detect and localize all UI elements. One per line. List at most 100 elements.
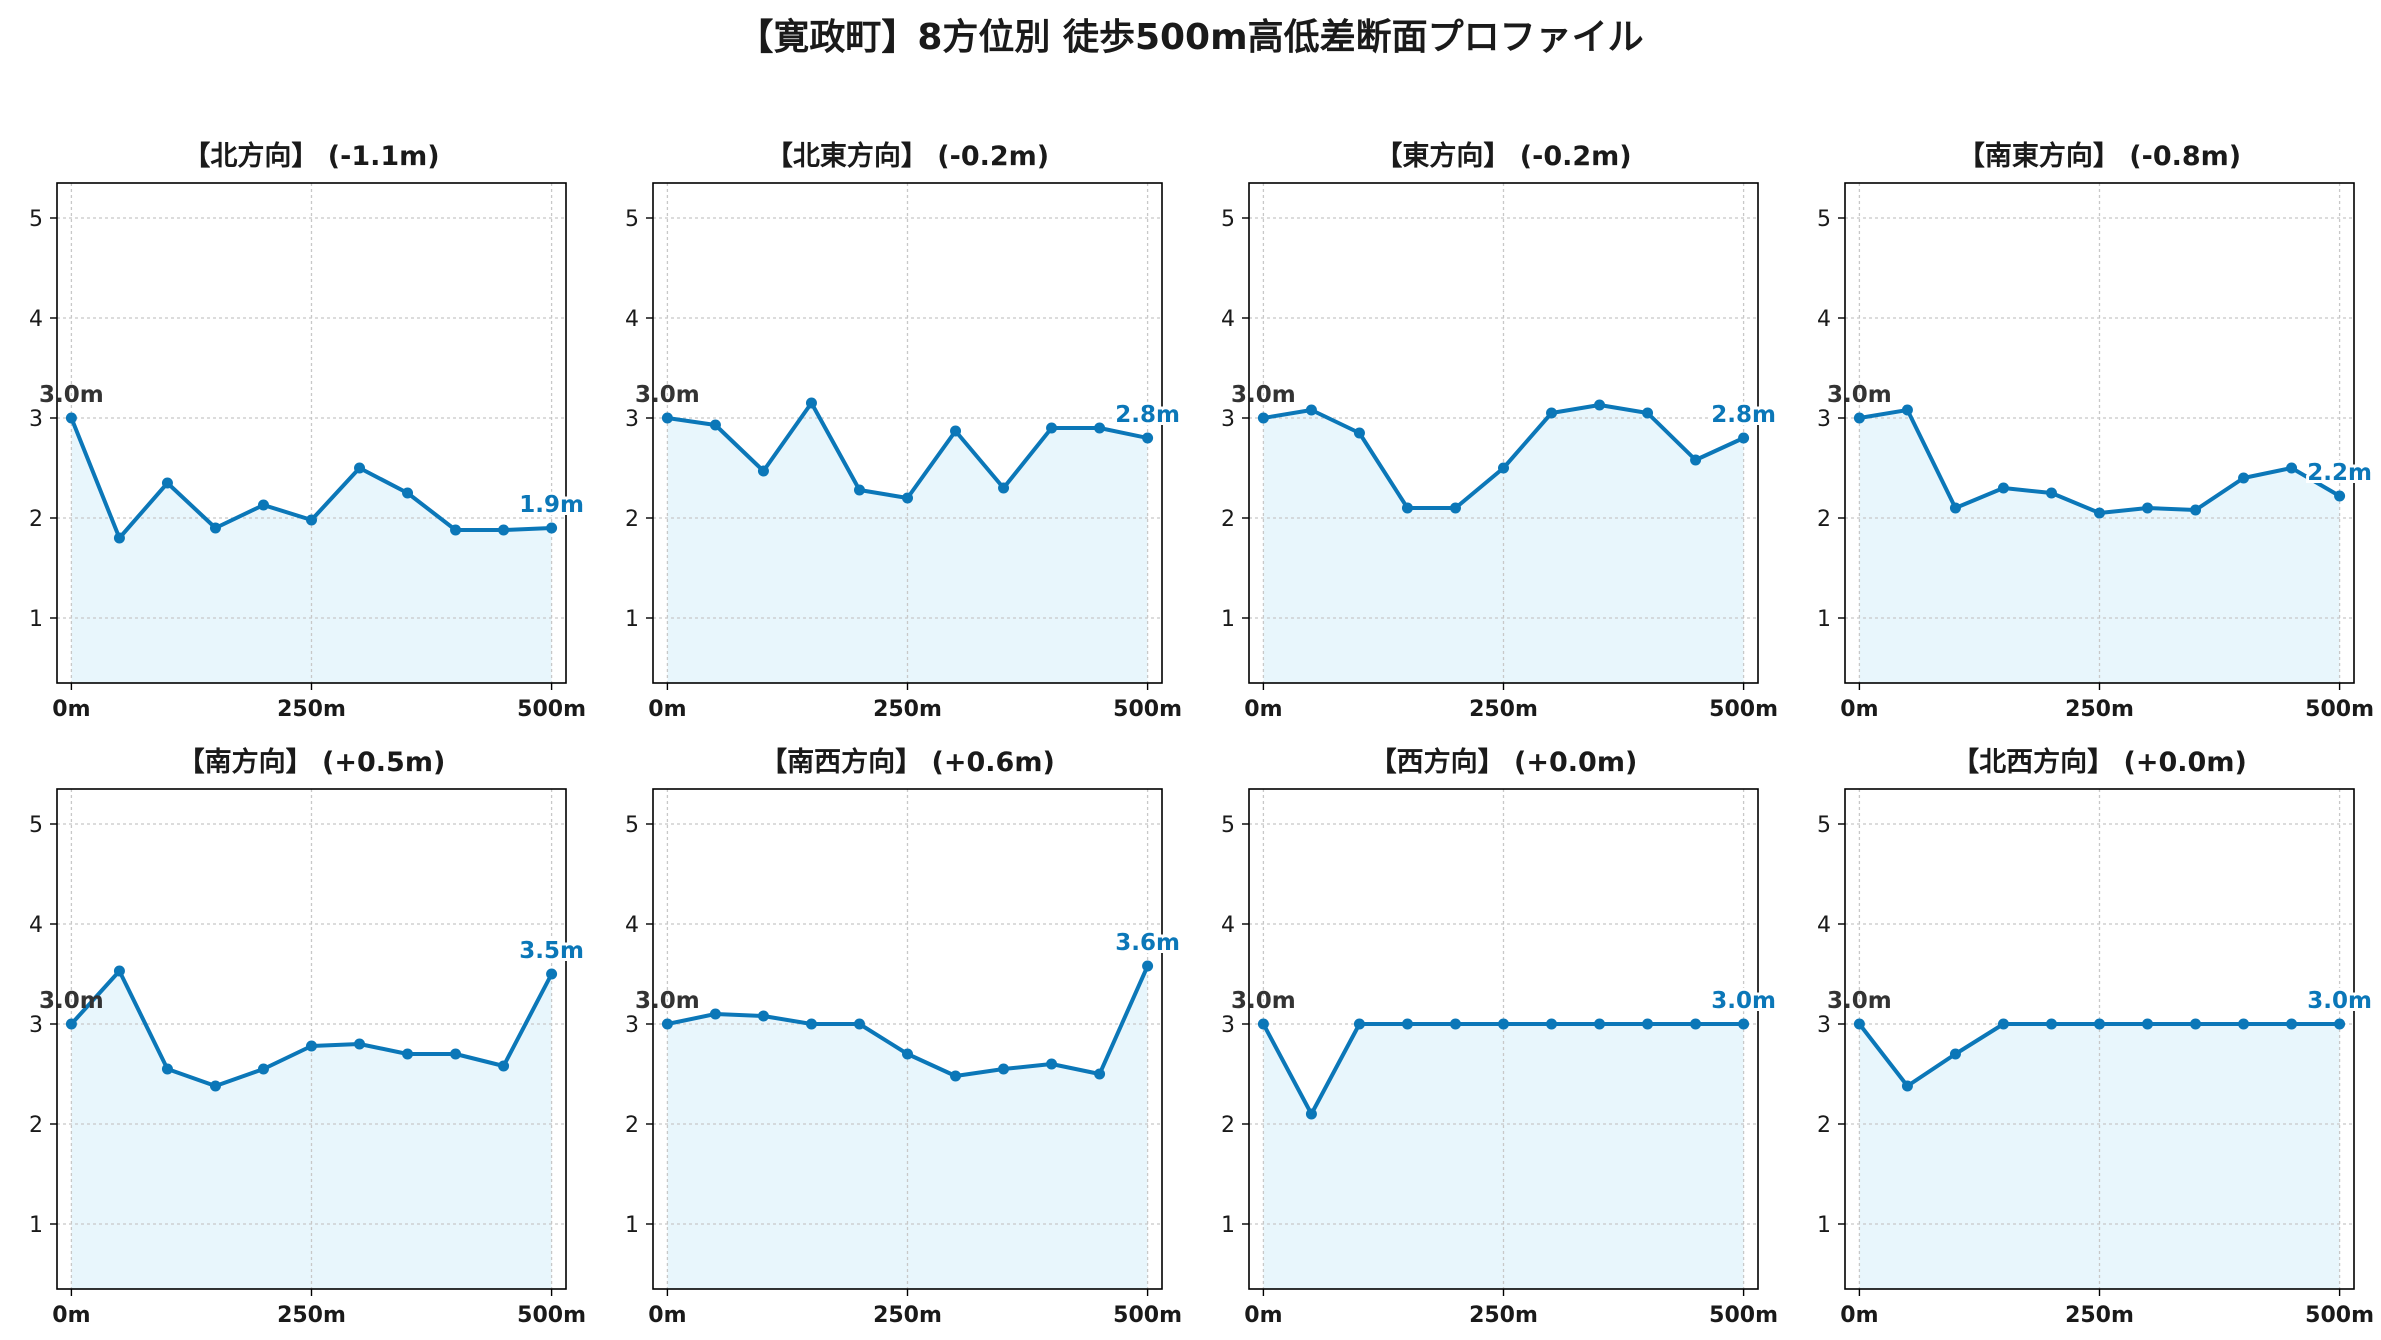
data-point	[354, 462, 366, 474]
data-point	[1094, 1068, 1106, 1080]
x-tick-label: 500m	[2305, 1303, 2374, 1328]
x-tick-label: 250m	[873, 697, 942, 722]
chart-panel: 【南方向】 (+0.5m) 1 2 3 4 5 0m 250m 500m 3.0m 3.5m	[29, 746, 587, 1328]
data-point	[1594, 399, 1606, 411]
data-point	[402, 1048, 414, 1060]
x-tick-label: 0m	[52, 1303, 90, 1328]
end-value-label: 3.6m	[1115, 930, 1180, 956]
chart-title: 【南東方向】 (-0.8m)	[1958, 140, 2241, 172]
y-tick-label: 2	[625, 507, 639, 532]
data-point	[498, 1060, 510, 1072]
start-value-label: 3.0m	[1231, 988, 1296, 1014]
x-tick-label: 250m	[1469, 697, 1538, 722]
data-point	[757, 465, 769, 477]
x-tick-label: 500m	[1709, 1303, 1778, 1328]
y-tick-label: 2	[1221, 1113, 1235, 1138]
data-point	[2286, 462, 2298, 474]
y-tick-label: 4	[29, 913, 43, 938]
chart-title: 【北方向】 (-1.1m)	[183, 140, 439, 172]
data-point	[1353, 1018, 1365, 1030]
chart-panel: 【北方向】 (-1.1m) 1 2 3 4 5 0m 250m 500m 3.0m 1.9m	[29, 140, 587, 722]
y-tick-label: 1	[1817, 1213, 1831, 1238]
data-point	[306, 514, 317, 526]
data-point	[2238, 1018, 2250, 1030]
data-point	[853, 1018, 865, 1030]
chart-title: 【南方向】 (+0.5m)	[178, 746, 446, 778]
data-point	[1949, 502, 1961, 514]
chart-panel: 【東方向】 (-0.2m) 1 2 3 4 5 0m 250m 500m 3.0m 2.8m	[1221, 140, 1779, 722]
data-point	[1401, 502, 1413, 514]
y-tick-label: 2	[1817, 507, 1831, 532]
data-point	[2142, 502, 2154, 514]
end-value-label: 3.5m	[519, 938, 584, 964]
start-value-label: 3.0m	[39, 382, 104, 408]
data-point	[1853, 1018, 1865, 1030]
data-point	[2142, 1018, 2154, 1030]
data-point	[1738, 1018, 1750, 1030]
data-point	[1257, 412, 1269, 424]
data-point	[2286, 1018, 2298, 1030]
start-value-label: 3.0m	[1231, 382, 1296, 408]
chart-title: 【南西方向】 (+0.6m)	[760, 746, 1055, 778]
end-value-label: 3.0m	[2307, 988, 2372, 1014]
x-tick-label: 0m	[1244, 697, 1282, 722]
y-tick-label: 4	[625, 913, 639, 938]
y-tick-label: 3	[29, 1013, 43, 1038]
x-tick-label: 500m	[2305, 697, 2374, 722]
data-point	[1449, 502, 1461, 514]
x-tick-label: 0m	[1840, 1303, 1878, 1328]
data-point	[661, 1018, 673, 1030]
data-point	[1690, 454, 1702, 466]
start-value-label: 3.0m	[1827, 382, 1892, 408]
data-point	[113, 532, 125, 544]
start-value-label: 3.0m	[1827, 988, 1892, 1014]
y-tick-label: 4	[1221, 913, 1235, 938]
data-point	[1853, 412, 1865, 424]
y-tick-label: 2	[29, 1113, 43, 1138]
data-point	[209, 1080, 221, 1092]
y-tick-label: 1	[1221, 607, 1235, 632]
data-point	[257, 1063, 269, 1075]
y-tick-label: 5	[1221, 813, 1235, 838]
data-point	[709, 1008, 721, 1020]
data-point	[1305, 1108, 1317, 1120]
data-point	[950, 1070, 962, 1082]
y-tick-label: 1	[29, 1213, 43, 1238]
data-point	[2045, 487, 2057, 499]
x-tick-label: 250m	[2065, 1303, 2134, 1328]
x-tick-label: 250m	[277, 697, 346, 722]
y-tick-label: 2	[1817, 1113, 1831, 1138]
data-point	[1901, 404, 1913, 416]
data-point	[2190, 1018, 2202, 1030]
data-point	[2334, 1018, 2346, 1030]
x-tick-label: 500m	[1113, 697, 1182, 722]
data-point	[1546, 1018, 1558, 1030]
data-point	[450, 1048, 462, 1060]
data-point	[1690, 1018, 1702, 1030]
data-point	[1401, 1018, 1413, 1030]
y-tick-label: 3	[1221, 1013, 1235, 1038]
x-tick-label: 0m	[1840, 697, 1878, 722]
data-point	[1642, 407, 1654, 419]
y-tick-label: 4	[1817, 913, 1831, 938]
data-point	[998, 482, 1010, 494]
y-tick-label: 5	[29, 207, 43, 232]
x-tick-label: 500m	[1113, 1303, 1182, 1328]
data-point	[2238, 472, 2250, 484]
data-point	[209, 522, 221, 534]
data-point	[1142, 960, 1154, 972]
y-tick-label: 4	[1817, 307, 1831, 332]
data-point	[2190, 504, 2202, 516]
y-tick-label: 1	[625, 607, 639, 632]
data-point	[1094, 422, 1106, 434]
end-value-label: 2.2m	[2307, 460, 2372, 486]
data-point	[998, 1063, 1010, 1075]
data-point	[1997, 482, 2009, 494]
chart-panel: 【西方向】 (+0.0m) 1 2 3 4 5 0m 250m 500m 3.0m 3.0m	[1221, 746, 1779, 1328]
end-value-label: 2.8m	[1711, 402, 1776, 428]
data-point	[2334, 490, 2346, 502]
y-tick-label: 1	[625, 1213, 639, 1238]
y-tick-label: 5	[1817, 207, 1831, 232]
y-tick-label: 5	[1817, 813, 1831, 838]
chart-panel: 【北西方向】 (+0.0m) 1 2 3 4 5 0m 250m 500m 3.0m 3.0m	[1817, 746, 2375, 1328]
